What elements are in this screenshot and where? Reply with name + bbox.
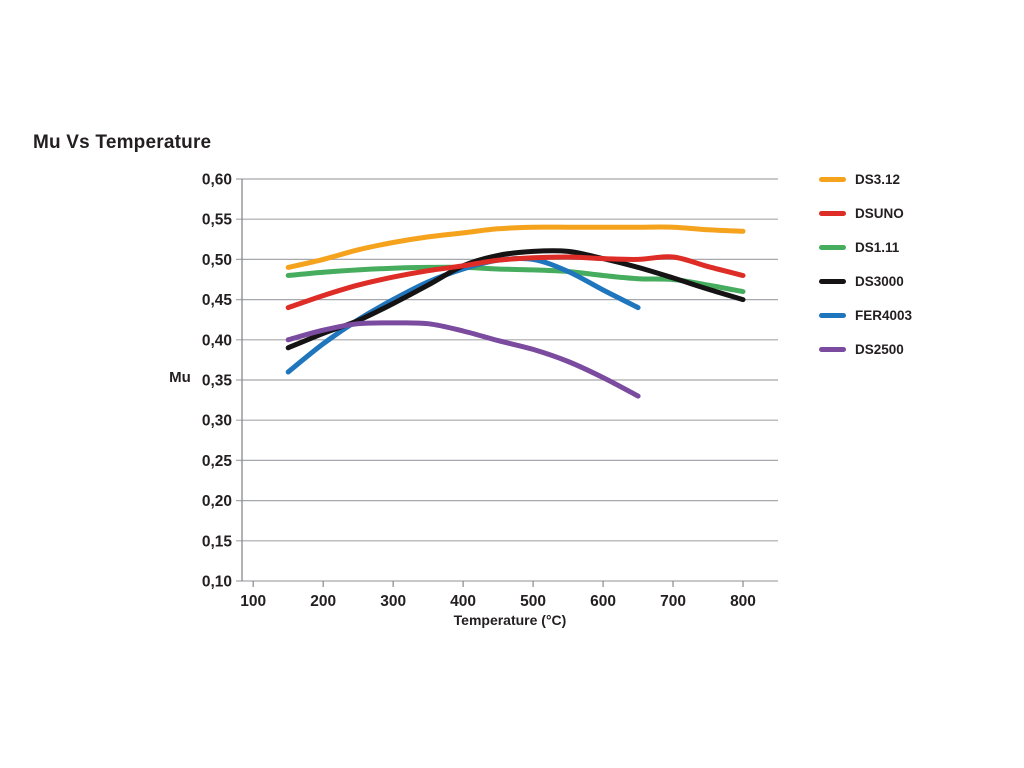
- legend-item-FER4003: FER4003: [819, 298, 912, 332]
- legend-label: DSUNO: [855, 205, 904, 221]
- legend-swatch: [819, 346, 846, 352]
- legend-swatch: [819, 244, 846, 250]
- legend-item-DSUNO: DSUNO: [819, 196, 912, 230]
- legend-label: DS2500: [855, 341, 904, 357]
- y-tick-label: 0,55: [202, 212, 233, 229]
- x-tick-label: 700: [660, 593, 686, 610]
- legend-swatch: [819, 278, 846, 284]
- series-line-DS3000: [285, 248, 746, 351]
- series-line-DS2500: [285, 320, 641, 399]
- legend-item-DS1.11: DS1.11: [819, 230, 912, 264]
- y-tick-label: 0,25: [202, 453, 233, 470]
- legend-swatch: [819, 312, 846, 318]
- legend-item-DS3.12: DS3.12: [819, 162, 912, 196]
- y-tick-label: 0,50: [202, 252, 232, 269]
- y-tick-label: 0,60: [202, 172, 232, 189]
- legend-swatch: [819, 210, 846, 216]
- legend-label: DS3000: [855, 273, 904, 289]
- y-tick-label: 0,35: [202, 373, 233, 390]
- series-line-DSUNO: [285, 254, 746, 311]
- legend: DS3.12 DSUNO DS1.11 DS3000 FER4003 DS2500: [819, 162, 912, 366]
- x-tick-label: 500: [520, 593, 546, 610]
- legend-label: DS1.11: [855, 239, 900, 255]
- y-tick-label: 0,20: [202, 493, 232, 510]
- x-tick-label: 600: [590, 593, 616, 610]
- y-tick-label: 0,30: [202, 413, 232, 430]
- legend-label: DS3.12: [855, 171, 901, 187]
- x-axis-label: Temperature (°C): [453, 612, 567, 628]
- legend-item-DS3000: DS3000: [819, 264, 912, 298]
- x-tick-label: 200: [310, 593, 336, 610]
- y-tick-label: 0,40: [202, 332, 232, 349]
- x-tick-label: 300: [380, 593, 406, 610]
- legend-label: FER4003: [855, 307, 913, 323]
- legend-item-DS2500: DS2500: [819, 332, 912, 366]
- y-tick-label: 0,10: [202, 574, 232, 591]
- x-tick-label: 800: [730, 593, 756, 610]
- series-line-DS3.12: [285, 224, 746, 270]
- y-tick-label: 0,45: [202, 292, 233, 309]
- chart-title: Mu Vs Temperature: [33, 132, 212, 153]
- y-tick-label: 0,15: [202, 533, 233, 550]
- y-axis-label: Mu: [169, 369, 191, 386]
- x-tick-label: 400: [450, 593, 476, 610]
- legend-swatch: [819, 176, 846, 182]
- x-tick-label: 100: [240, 593, 266, 610]
